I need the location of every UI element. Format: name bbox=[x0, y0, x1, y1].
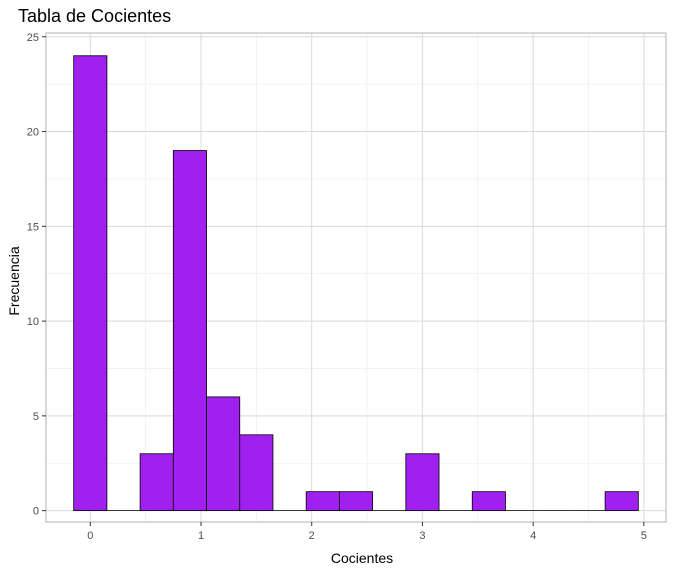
y-tick-label: 20 bbox=[27, 127, 39, 139]
histogram-bar bbox=[172, 150, 207, 512]
histogram-bar bbox=[471, 491, 506, 512]
x-axis-ticks: 0 1 2 3 4 5 bbox=[87, 522, 647, 542]
histogram-bar bbox=[206, 396, 241, 512]
histogram-bar bbox=[139, 453, 174, 512]
y-tick-label: 25 bbox=[27, 32, 39, 44]
chart-title: Tabla de Cocientes bbox=[18, 6, 171, 26]
x-tick-label: 5 bbox=[641, 530, 647, 542]
y-tick-label: 10 bbox=[27, 316, 39, 328]
histogram-bar bbox=[305, 491, 340, 512]
x-tick-label: 4 bbox=[530, 530, 536, 542]
y-tick-label: 15 bbox=[27, 221, 39, 233]
y-axis-title: Frecuencia bbox=[6, 246, 22, 315]
grid-minor bbox=[46, 33, 666, 522]
y-tick-label: 5 bbox=[33, 411, 39, 423]
x-tick-label: 2 bbox=[309, 530, 315, 542]
x-tick-label: 3 bbox=[419, 530, 425, 542]
y-tick-label: 0 bbox=[33, 506, 39, 518]
histogram-bar bbox=[73, 55, 108, 512]
histogram-bar bbox=[405, 453, 440, 512]
histogram-bar bbox=[239, 434, 274, 512]
bars bbox=[73, 55, 639, 512]
y-axis-ticks: 0 5 10 15 20 25 bbox=[27, 32, 46, 518]
histogram-bar bbox=[338, 491, 374, 512]
histogram-bar bbox=[604, 491, 639, 512]
grid-major bbox=[46, 33, 666, 522]
panel-border bbox=[45, 32, 667, 523]
x-tick-label: 1 bbox=[198, 530, 204, 542]
x-tick-label: 0 bbox=[87, 530, 93, 542]
x-axis-title: Cocientes bbox=[331, 550, 393, 566]
